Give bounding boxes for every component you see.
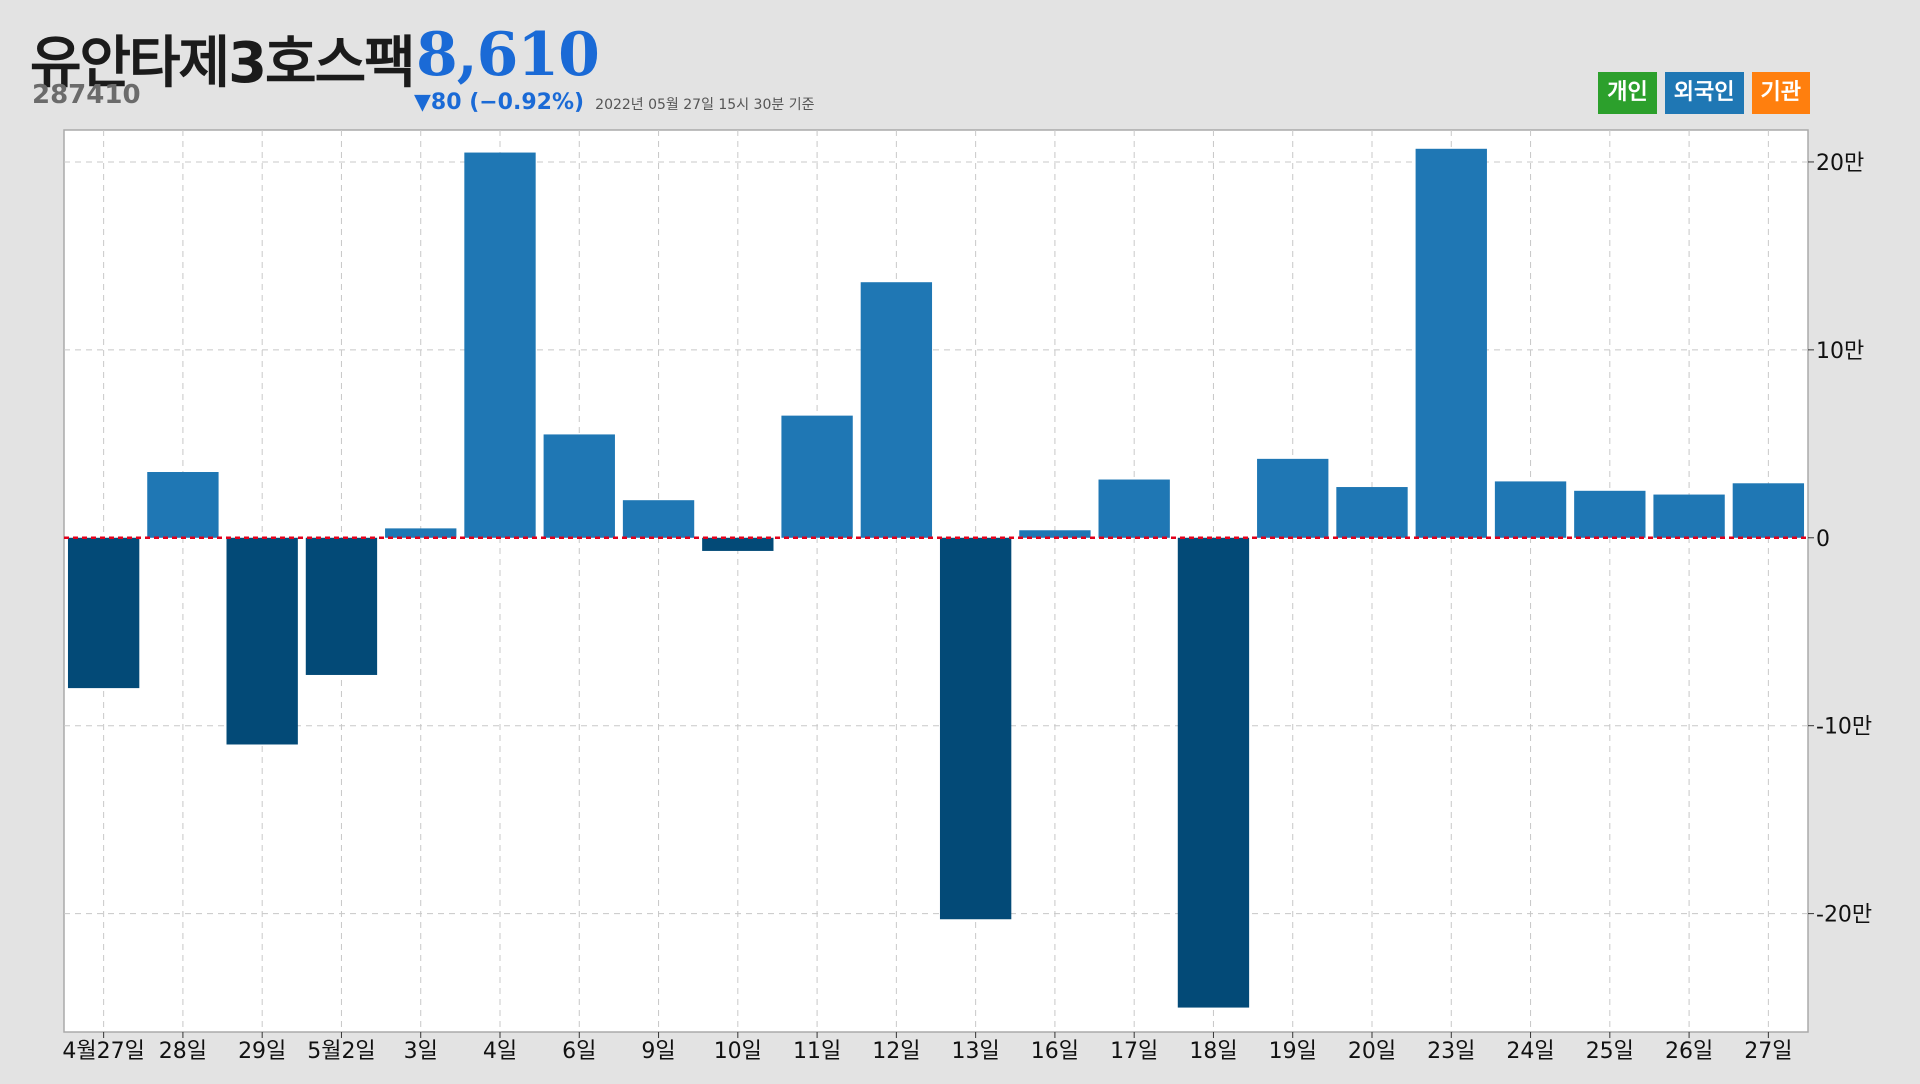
bar <box>1732 483 1805 538</box>
current-price: 8,610 <box>416 20 600 90</box>
bar <box>226 537 298 745</box>
bar <box>939 537 1012 920</box>
stock-code: 287410 <box>32 80 141 110</box>
bar <box>385 528 457 538</box>
x-tick-label: 17일 <box>1110 1039 1158 1064</box>
bar <box>305 537 378 675</box>
bar <box>543 434 615 538</box>
x-tick-label: 13일 <box>952 1039 1000 1064</box>
x-tick-label: 6일 <box>562 1039 596 1064</box>
investor-legend: 개인 외국인 기관 <box>1598 72 1810 114</box>
y-tick-label: 10만 <box>1816 339 1864 364</box>
x-tick-label: 29일 <box>238 1039 286 1064</box>
bar <box>67 537 140 689</box>
bar <box>464 152 536 538</box>
as-of-timestamp: 2022년 05월 27일 15시 30분 기준 <box>595 97 815 113</box>
x-tick-label: 23일 <box>1427 1039 1475 1064</box>
x-tick-label: 26일 <box>1665 1039 1713 1064</box>
y-tick-label: -20만 <box>1816 903 1872 928</box>
bar <box>1019 530 1091 538</box>
bar <box>702 537 774 551</box>
x-tick-label: 28일 <box>159 1039 207 1064</box>
bar <box>147 472 219 538</box>
x-tick-label: 9일 <box>641 1039 675 1064</box>
x-tick-label: 3일 <box>404 1039 438 1064</box>
x-tick-label: 4월27일 <box>62 1039 144 1064</box>
x-tick-label: 27일 <box>1744 1039 1792 1064</box>
x-tick-label: 16일 <box>1031 1039 1079 1064</box>
chart-header: 유안타제3호스팩 287410 8,610 ▼80 (−0.92%) 2022년… <box>0 0 1920 128</box>
bar <box>781 415 853 538</box>
bar <box>622 500 695 538</box>
y-tick-label: -10만 <box>1816 715 1872 740</box>
bar <box>1098 479 1170 538</box>
price-change-row: ▼80 (−0.92%) 2022년 05월 27일 15시 30분 기준 <box>414 90 814 115</box>
y-tick-label: 0 <box>1816 527 1830 552</box>
bar <box>860 282 933 538</box>
bar <box>1415 148 1487 538</box>
price-change: ▼80 (−0.92%) <box>414 90 585 115</box>
x-tick-label: 11일 <box>793 1039 841 1064</box>
x-tick-label: 20일 <box>1348 1039 1396 1064</box>
bar <box>1494 481 1567 538</box>
x-tick-label: 12일 <box>872 1039 920 1064</box>
legend-foreign[interactable]: 외국인 <box>1664 72 1744 114</box>
legend-individual[interactable]: 개인 <box>1598 72 1657 114</box>
x-tick-label: 19일 <box>1269 1039 1317 1064</box>
x-tick-label: 5월2일 <box>307 1039 375 1064</box>
y-tick-label: 20만 <box>1816 151 1864 176</box>
stock-name: 유안타제3호스팩 <box>30 31 416 96</box>
legend-institution[interactable]: 기관 <box>1751 72 1810 114</box>
x-tick-label: 4일 <box>483 1039 517 1064</box>
bar <box>1257 458 1329 538</box>
x-tick-label: 24일 <box>1506 1039 1554 1064</box>
bar <box>1177 537 1250 1008</box>
bar <box>1336 487 1408 538</box>
bar <box>1653 494 1725 538</box>
x-tick-label: 10일 <box>714 1039 762 1064</box>
bar <box>1574 490 1646 538</box>
x-tick-label: 18일 <box>1189 1039 1237 1064</box>
x-tick-label: 25일 <box>1586 1039 1634 1064</box>
